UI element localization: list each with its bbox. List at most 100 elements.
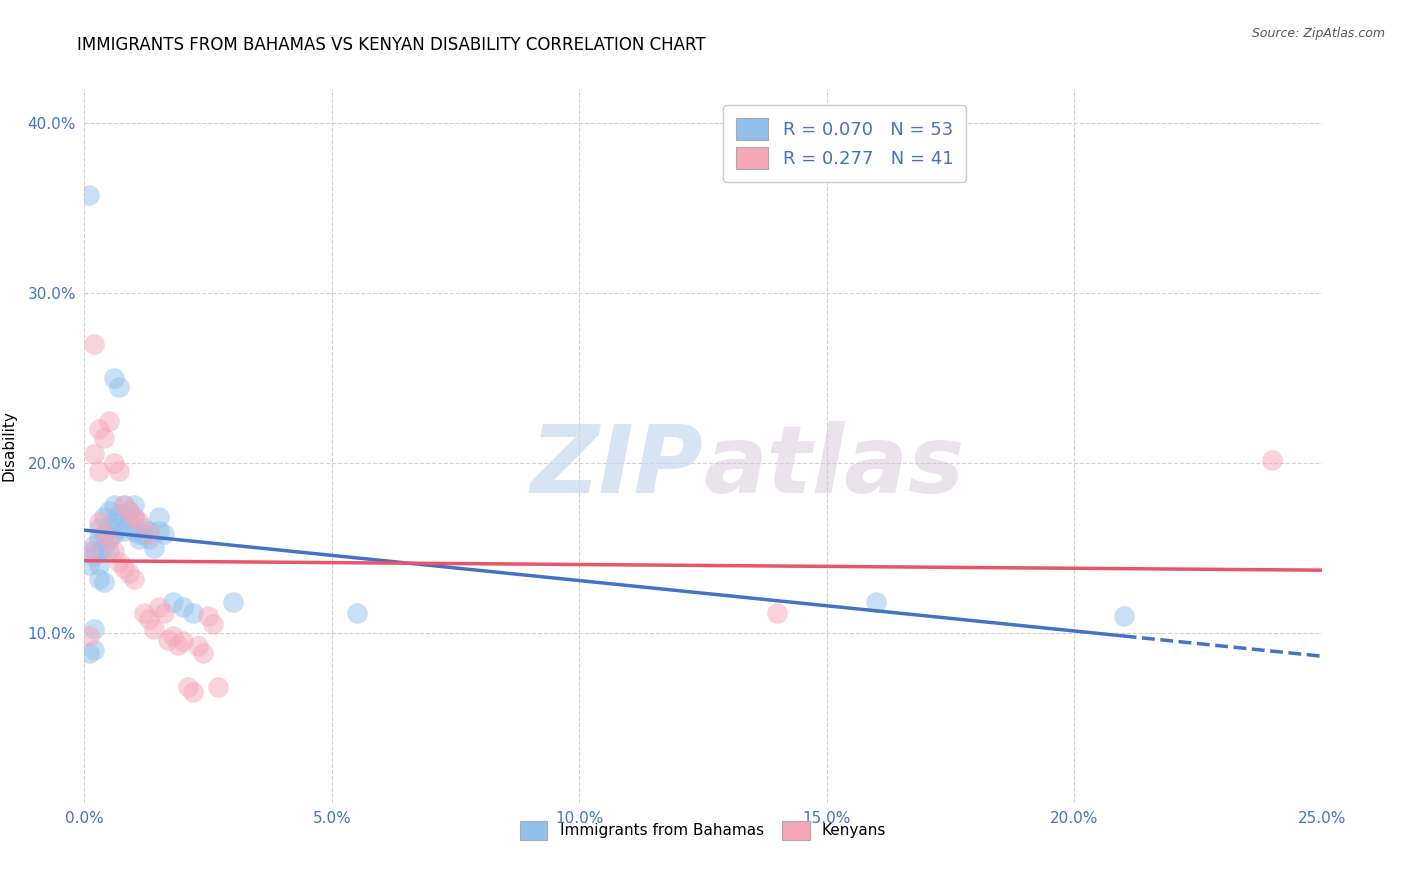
Point: [172, 634, 194, 648]
Point: [98, 503, 121, 517]
Point: [79, 629, 101, 643]
Point: [112, 499, 135, 513]
Point: [138, 533, 160, 547]
Point: [118, 566, 141, 581]
Point: [122, 510, 145, 524]
Point: [103, 544, 125, 558]
Point: [79, 558, 101, 572]
Point: [83, 448, 105, 462]
Point: [93, 510, 115, 524]
Point: [112, 510, 135, 524]
Text: IMMIGRANTS FROM BAHAMAS VS KENYAN DISABILITY CORRELATION CHART: IMMIGRANTS FROM BAHAMAS VS KENYAN DISABI…: [77, 36, 706, 54]
Point: [83, 337, 105, 351]
Point: [197, 608, 219, 623]
Point: [79, 646, 101, 660]
Point: [108, 507, 131, 521]
Point: [93, 541, 115, 555]
Point: [162, 595, 184, 609]
Point: [865, 595, 887, 609]
Point: [148, 524, 170, 538]
Point: [132, 520, 155, 534]
Point: [177, 680, 200, 694]
Point: [98, 544, 121, 558]
Point: [148, 510, 170, 524]
Point: [98, 533, 121, 547]
Point: [108, 465, 131, 479]
Point: [83, 623, 105, 637]
Point: [93, 527, 115, 541]
Point: [766, 606, 789, 620]
Point: [1261, 452, 1284, 467]
Point: [89, 544, 111, 558]
Point: [89, 520, 111, 534]
Point: [108, 379, 131, 393]
Point: [202, 617, 225, 632]
Point: [89, 422, 111, 436]
Point: [132, 606, 155, 620]
Point: [89, 572, 111, 586]
Point: [93, 527, 115, 541]
Point: [103, 527, 125, 541]
Point: [222, 595, 245, 609]
Point: [142, 541, 165, 555]
Point: [181, 685, 204, 699]
Point: [142, 623, 165, 637]
Legend: Immigrants from Bahamas, Kenyans: Immigrants from Bahamas, Kenyans: [510, 812, 896, 848]
Text: ZIP: ZIP: [530, 421, 703, 514]
Point: [83, 537, 105, 551]
Point: [172, 600, 194, 615]
Point: [138, 612, 160, 626]
Point: [128, 527, 150, 541]
Point: [162, 629, 184, 643]
Point: [83, 544, 105, 558]
Point: [118, 503, 141, 517]
Point: [103, 371, 125, 385]
Point: [128, 533, 150, 547]
Point: [103, 516, 125, 530]
Point: [108, 555, 131, 569]
Point: [138, 524, 160, 538]
Point: [346, 606, 368, 620]
Point: [187, 640, 209, 654]
Point: [108, 520, 131, 534]
Point: [148, 600, 170, 615]
Point: [112, 499, 135, 513]
Point: [207, 680, 229, 694]
Point: [83, 549, 105, 564]
Point: [122, 510, 145, 524]
Point: [89, 465, 111, 479]
Point: [89, 531, 111, 545]
Point: [122, 499, 145, 513]
Point: [128, 516, 150, 530]
Point: [103, 456, 125, 470]
Point: [1112, 608, 1135, 623]
Point: [112, 524, 135, 538]
Point: [83, 643, 105, 657]
Point: [167, 638, 190, 652]
Point: [98, 520, 121, 534]
Point: [98, 413, 121, 427]
Text: Source: ZipAtlas.com: Source: ZipAtlas.com: [1251, 27, 1385, 40]
Point: [103, 499, 125, 513]
Point: [152, 606, 174, 620]
Point: [122, 572, 145, 586]
Point: [118, 503, 141, 517]
Point: [181, 606, 204, 620]
Point: [79, 187, 101, 202]
Point: [157, 632, 180, 647]
Point: [191, 646, 214, 660]
Point: [93, 430, 115, 444]
Point: [118, 516, 141, 530]
Point: [89, 558, 111, 572]
Point: [98, 533, 121, 547]
Point: [89, 516, 111, 530]
Y-axis label: Disability: Disability: [1, 410, 17, 482]
Point: [112, 561, 135, 575]
Text: atlas: atlas: [703, 421, 965, 514]
Point: [138, 527, 160, 541]
Point: [79, 544, 101, 558]
Point: [152, 527, 174, 541]
Point: [122, 524, 145, 538]
Point: [93, 574, 115, 589]
Point: [132, 527, 155, 541]
